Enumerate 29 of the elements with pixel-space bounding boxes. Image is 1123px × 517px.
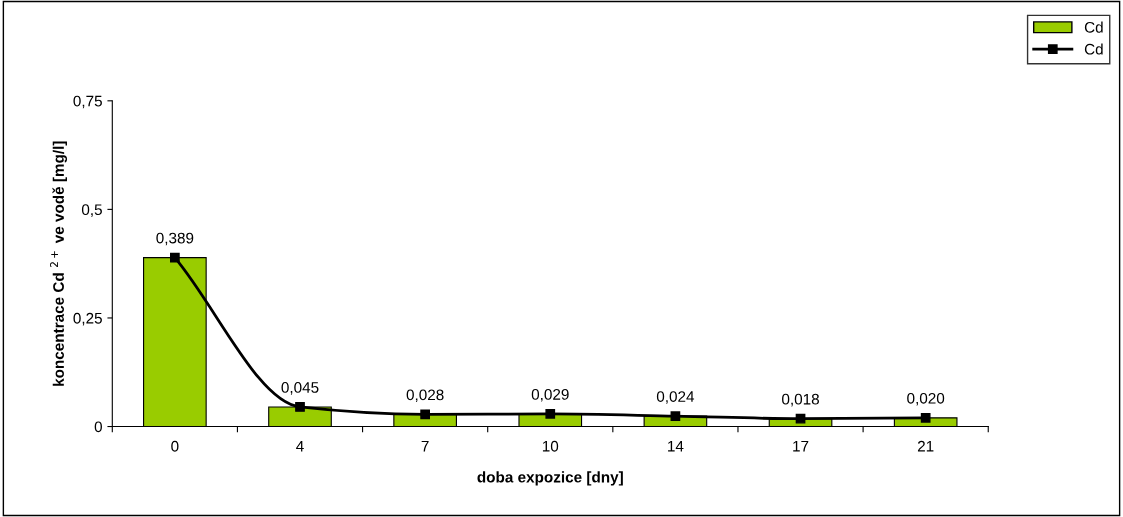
point: [795, 413, 806, 424]
data-label: 0,045: [281, 382, 319, 395]
data-label: 0,018: [782, 393, 819, 407]
point: [545, 409, 556, 419]
legend-label: Cd: [1084, 21, 1103, 33]
data-label: 0,028: [406, 389, 444, 403]
x-tick-label: 4: [296, 440, 304, 452]
point: [920, 412, 931, 423]
x-axis-title: doba expozice [dny]: [477, 471, 623, 486]
x-tick-label: 10: [542, 440, 559, 452]
y-tick-label: 0,25: [73, 312, 102, 326]
x-tick-label: 21: [917, 440, 934, 452]
y-axis-title: koncentrace Cd $^{2+}$ ve vodě [mg/l]: [50, 141, 68, 386]
legend-label: Cd: [1084, 43, 1103, 55]
point: [420, 409, 430, 420]
x-tick-label: 0: [171, 440, 179, 452]
data-label: 0,024: [656, 391, 695, 404]
x-tick-label: 14: [668, 440, 684, 452]
y-tick-label: 0,75: [73, 95, 102, 109]
point: [170, 252, 180, 263]
data-label: 0,029: [531, 388, 569, 402]
y-tick-label: 0,5: [81, 204, 102, 217]
x-tick-label: 17: [793, 440, 809, 452]
data-label: 0,020: [907, 392, 945, 406]
point: [670, 411, 681, 421]
data-label: 0,389: [156, 232, 194, 246]
y-tick-label: 0: [94, 421, 102, 433]
point: [295, 402, 305, 412]
x-tick-label: 7: [421, 440, 429, 452]
